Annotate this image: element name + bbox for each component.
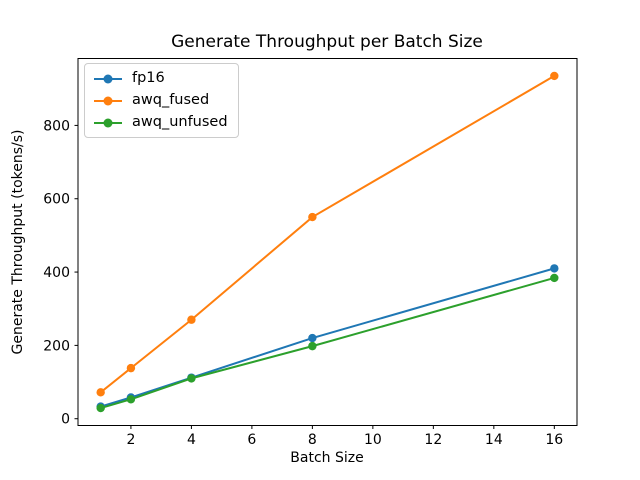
chart-title: Generate Throughput per Batch Size: [171, 32, 483, 52]
legend-line-marker-icon: [94, 118, 122, 127]
legend-label: awq_fused: [132, 92, 210, 108]
data-point-awq_fused: [308, 212, 317, 222]
x-tick-label: 14: [485, 432, 503, 448]
x-axis-label: Batch Size: [290, 450, 363, 466]
data-point-awq_fused: [187, 315, 196, 324]
legend-label: awq_unfused: [132, 114, 228, 130]
legend-entry-fp16: fp16: [93, 70, 228, 87]
y-tick-label: 600: [43, 192, 70, 208]
data-point-awq_unfused: [96, 403, 105, 413]
chart-legend: fp16 awq_fused awq_unfused: [84, 63, 239, 138]
x-tick-label: 16: [545, 432, 563, 448]
series-line-awq_unfused: [99, 276, 556, 410]
data-point-awq_unfused: [187, 374, 196, 383]
data-point-awq_fused: [126, 363, 136, 373]
x-tick-label: 12: [424, 432, 442, 448]
data-point-awq_unfused: [308, 341, 317, 351]
legend-line-marker-icon: [94, 74, 122, 83]
legend-entry-awq_fused: awq_fused: [93, 92, 228, 109]
legend-label: fp16: [132, 70, 165, 86]
data-point-awq_fused: [550, 71, 559, 81]
y-tick-label: 0: [61, 412, 70, 428]
x-tick-label: 2: [126, 432, 135, 448]
axes-frame: [77, 58, 578, 426]
data-point-fp16: [308, 333, 317, 343]
y-axis-label: Generate Throughput (tokens/s): [10, 130, 26, 355]
data-point-fp16: [550, 264, 559, 273]
y-tick-label: 200: [43, 338, 70, 354]
data-point-awq_fused: [96, 388, 105, 397]
y-tick-label: 400: [43, 265, 70, 281]
data-point-awq_unfused: [126, 395, 136, 404]
x-tick-label: 6: [247, 432, 256, 448]
data-point-awq_unfused: [550, 273, 559, 283]
x-tick-label: 8: [308, 432, 317, 448]
x-tick-label: 10: [364, 432, 382, 448]
legend-entry-awq_unfused: awq_unfused: [93, 114, 228, 131]
x-tick-label: 4: [187, 432, 196, 448]
legend-line-marker-icon: [94, 96, 122, 105]
y-tick-label: 800: [43, 118, 70, 134]
